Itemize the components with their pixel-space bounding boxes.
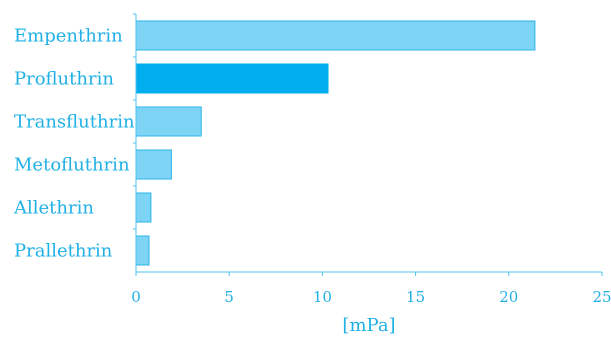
bar-profluthrin: [135, 63, 329, 94]
bar-empenthrin: [135, 20, 536, 51]
axis-layer: [133, 13, 603, 276]
category-label: Transfluthrin: [14, 112, 135, 133]
x-axis-label: [mPa]: [342, 315, 395, 336]
bar-transfluthrin: [135, 106, 202, 137]
x-tick-labels: 0 5 10 15 20 25: [131, 288, 611, 306]
x-tick-label: 25: [592, 288, 611, 306]
bars-layer: [135, 20, 536, 266]
category-label: Prallethrin: [14, 241, 113, 262]
category-label: Metofluthrin: [14, 155, 130, 176]
category-labels: Empenthrin Profluthrin Transfluthrin Metofl…: [13, 26, 135, 262]
category-label: Profluthrin: [14, 69, 114, 90]
x-tick-label: 10: [313, 288, 332, 306]
bar-allethrin: [135, 192, 152, 223]
x-tick-label: 20: [499, 288, 518, 306]
category-label: Empenthrin: [14, 26, 123, 47]
x-tick-label: 0: [131, 288, 141, 306]
bar-metofluthrin: [135, 149, 172, 180]
bar-prallethrin: [135, 235, 150, 266]
x-tick-label: 5: [224, 288, 234, 306]
category-label: Allethrin: [13, 198, 94, 219]
x-tick-label: 15: [406, 288, 425, 306]
